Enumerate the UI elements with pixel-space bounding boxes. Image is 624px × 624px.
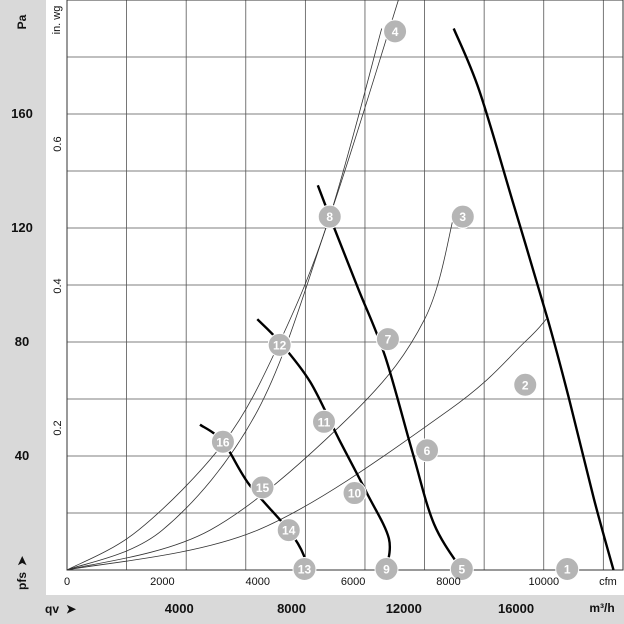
cfm-tick-label: 8000: [436, 576, 460, 588]
fan-curve: [452, 28, 615, 570]
curves-layer: [67, 0, 615, 570]
operating-point-marker: 2: [513, 372, 538, 397]
marker-label: 9: [383, 563, 390, 577]
system-curve: [67, 0, 399, 570]
pa-tick-label: 80: [15, 334, 29, 349]
marker-label: 5: [458, 563, 465, 577]
system-curve: [67, 216, 455, 570]
marker-label: 1: [564, 563, 571, 577]
y-symbol-group: pfs ➤: [15, 555, 29, 590]
operating-point-marker: 15: [250, 475, 275, 500]
marker-label: 13: [298, 563, 312, 577]
marker-circle: [383, 19, 408, 44]
y-symbol-pfs: pfs: [15, 572, 29, 590]
operating-point-marker: 12: [267, 332, 292, 357]
inwg-tick-label: 0.2: [52, 420, 64, 435]
system-curve: [67, 318, 547, 570]
inwg-tick-label: 0.4: [52, 278, 64, 293]
operating-point-marker: 13: [292, 557, 317, 581]
m3h-tick-label: 16000: [498, 601, 534, 616]
grid-lines: [67, 0, 623, 570]
marker-label: 6: [424, 444, 431, 458]
operating-point-marker: 14: [276, 518, 301, 543]
m3h-tick-labels: 4000 8000 12000 16000: [165, 601, 534, 616]
cfm-tick-label: 4000: [245, 576, 269, 588]
marker-circle: [450, 204, 475, 229]
cfm-tick-label: 2000: [150, 576, 174, 588]
marker-label: 7: [385, 333, 392, 347]
marker-circle: [312, 409, 337, 434]
marker-circle: [250, 475, 275, 500]
marker-circle: [375, 327, 400, 352]
marker-circle: [276, 518, 301, 543]
marker-circle: [210, 429, 235, 454]
marker-circle: [555, 557, 580, 581]
pa-tick-label: 40: [15, 448, 29, 463]
m3h-tick-label: 4000: [165, 601, 194, 616]
x-unit-m3h: m³/h: [589, 601, 614, 615]
cfm-tick-label: 10000: [529, 576, 560, 588]
operating-point-marker: 11: [312, 409, 337, 434]
marker-circle: [292, 557, 317, 581]
fan-curve: [316, 184, 463, 570]
operating-point-marker: 8: [317, 204, 342, 229]
operating-point-marker: 1: [555, 557, 580, 581]
marker-circle: [415, 438, 440, 463]
inwg-tick-labels: 0.2 0.4 0.6: [52, 136, 64, 435]
y-arrow-icon: ➤: [15, 555, 29, 566]
marker-label: 12: [273, 338, 287, 352]
marker-circle: [317, 204, 342, 229]
pa-tick-label: 160: [11, 106, 33, 121]
marker-label: 15: [256, 481, 270, 495]
x-arrow-icon: ➤: [66, 602, 77, 616]
marker-circle: [267, 332, 292, 357]
m3h-tick-label: 8000: [277, 601, 306, 616]
cfm-tick-label: 0: [64, 576, 70, 588]
y-unit-pa: Pa: [15, 14, 29, 29]
marker-label: 3: [459, 210, 466, 224]
plot-frame: [66, 0, 624, 571]
pa-tick-labels: 40 80 120 160: [11, 106, 33, 463]
marker-label: 2: [522, 378, 529, 392]
bottom-axis-band: [0, 595, 624, 624]
marker-label: 11: [318, 415, 331, 429]
marker-label: 14: [282, 524, 296, 538]
marker-label: 8: [326, 210, 333, 224]
y-unit-inwg: in. wg: [51, 6, 63, 35]
operating-point-marker: 10: [342, 481, 367, 506]
system-curve: [67, 28, 383, 570]
marker-circle: [374, 557, 399, 581]
operating-point-marker: 9: [374, 557, 399, 581]
x-symbol-qv: qv: [45, 602, 59, 616]
operating-point-marker: 3: [450, 204, 475, 229]
cfm-tick-label: 6000: [341, 576, 365, 588]
marker-label: 4: [392, 25, 399, 39]
marker-circle: [342, 481, 367, 506]
cfm-tick-labels: 0 2000 4000 6000 8000 10000: [64, 576, 559, 588]
operating-point-marker: 16: [210, 429, 235, 454]
marker-label: 10: [348, 487, 362, 501]
marker-label: 16: [216, 435, 230, 449]
operating-point-marker: 5: [449, 557, 474, 581]
operating-point-marker: 4: [383, 19, 408, 44]
inwg-tick-label: 0.6: [52, 136, 64, 151]
left-axis-band: [0, 0, 46, 595]
marker-circle: [449, 557, 474, 581]
operating-point-marker: 7: [375, 327, 400, 352]
x-unit-cfm: cfm: [599, 576, 617, 588]
pa-tick-label: 120: [11, 220, 33, 235]
marker-circle: [513, 372, 538, 397]
operating-point-marker: 6: [415, 438, 440, 463]
m3h-tick-label: 12000: [386, 601, 422, 616]
